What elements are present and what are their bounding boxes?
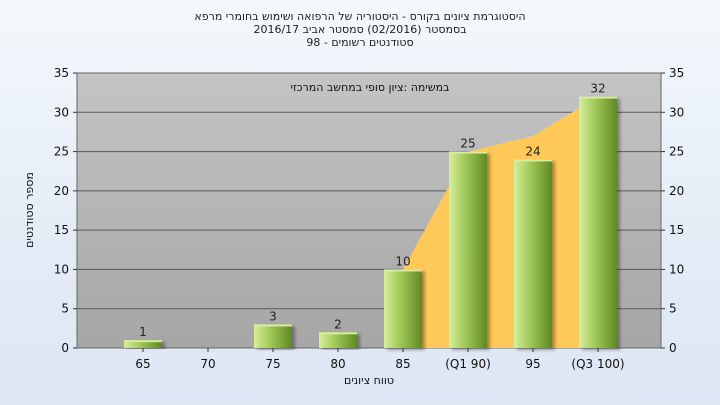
bar-value-label: 25 bbox=[460, 137, 475, 151]
bar-top-highlight bbox=[384, 269, 422, 272]
x-tick-label: (Q3 100) bbox=[571, 357, 624, 371]
y-tick-label: 10 bbox=[54, 262, 69, 276]
bar-top-highlight bbox=[514, 159, 552, 162]
y-right-tick-label: 15 bbox=[669, 223, 684, 237]
y-tick-label: 5 bbox=[61, 302, 69, 316]
bar bbox=[514, 159, 552, 348]
y-right-tick-label: 0 bbox=[669, 341, 677, 355]
bar-top-highlight bbox=[254, 324, 292, 327]
y-tick-label: 20 bbox=[54, 184, 69, 198]
x-tick-label: 70 bbox=[200, 357, 215, 371]
y-axis-right: 0 5 10 15 20 25 30 35 bbox=[661, 66, 684, 355]
bar bbox=[254, 324, 292, 348]
x-tick-label: 65 bbox=[135, 357, 150, 371]
bar-top-highlight bbox=[449, 151, 487, 154]
bar bbox=[124, 340, 162, 348]
bar bbox=[384, 269, 422, 348]
bar-value-label: 3 bbox=[269, 309, 277, 323]
y-right-tick-label: 30 bbox=[669, 105, 684, 119]
bar-top-highlight bbox=[319, 332, 357, 335]
y-right-tick-label: 20 bbox=[669, 184, 684, 198]
bar-value-label: 10 bbox=[395, 254, 410, 268]
chart-annotation: במשימה :ציון סופי במחשב המרכזי bbox=[290, 81, 449, 94]
bar-value-label: 2 bbox=[334, 317, 342, 331]
bar-value-label: 32 bbox=[590, 82, 605, 96]
bar-top-highlight bbox=[124, 340, 162, 343]
chart-title-line2: בסמסטר (02/2016) סמסטר אביב 2016/17 bbox=[253, 23, 467, 36]
x-axis: 65 70 75 80 85 (Q1 90) 95 (Q3 100) bbox=[135, 348, 625, 371]
bar-top-highlight bbox=[579, 96, 617, 99]
y-axis-left: 0 5 10 15 20 25 30 35 bbox=[54, 66, 77, 355]
chart-title-line1: היסטוגרמת ציונים בקורס - היסטוריה של הרפ… bbox=[194, 10, 526, 23]
y-tick-label: 15 bbox=[54, 223, 69, 237]
bar bbox=[449, 151, 487, 348]
y-tick-label: 0 bbox=[61, 341, 69, 355]
y-tick-label: 35 bbox=[54, 66, 69, 80]
x-axis-title: טווח ציונים bbox=[344, 374, 394, 387]
bar bbox=[579, 96, 617, 348]
x-tick-label: 75 bbox=[265, 357, 280, 371]
y-right-tick-label: 10 bbox=[669, 262, 684, 276]
bar bbox=[319, 332, 357, 348]
chart-title-line3: סטודנטים רשומים - 98 bbox=[306, 36, 414, 49]
bars bbox=[124, 96, 617, 348]
bar-value-label: 1 bbox=[139, 325, 147, 339]
x-tick-label: (Q1 90) bbox=[445, 357, 491, 371]
y-tick-label: 25 bbox=[54, 145, 69, 159]
x-tick-label: 80 bbox=[330, 357, 345, 371]
y-axis-title: מספר סטודנטים bbox=[23, 172, 36, 248]
y-right-tick-label: 5 bbox=[669, 302, 677, 316]
bar-value-label: 24 bbox=[525, 144, 540, 158]
y-right-tick-label: 35 bbox=[669, 66, 684, 80]
x-tick-label: 95 bbox=[525, 357, 540, 371]
grid-lines bbox=[77, 111, 661, 310]
x-tick-label: 85 bbox=[395, 357, 410, 371]
chart-titles: היסטוגרמת ציונים בקורס - היסטוריה של הרפ… bbox=[0, 10, 720, 49]
y-right-tick-label: 25 bbox=[669, 145, 684, 159]
y-tick-label: 30 bbox=[54, 105, 69, 119]
